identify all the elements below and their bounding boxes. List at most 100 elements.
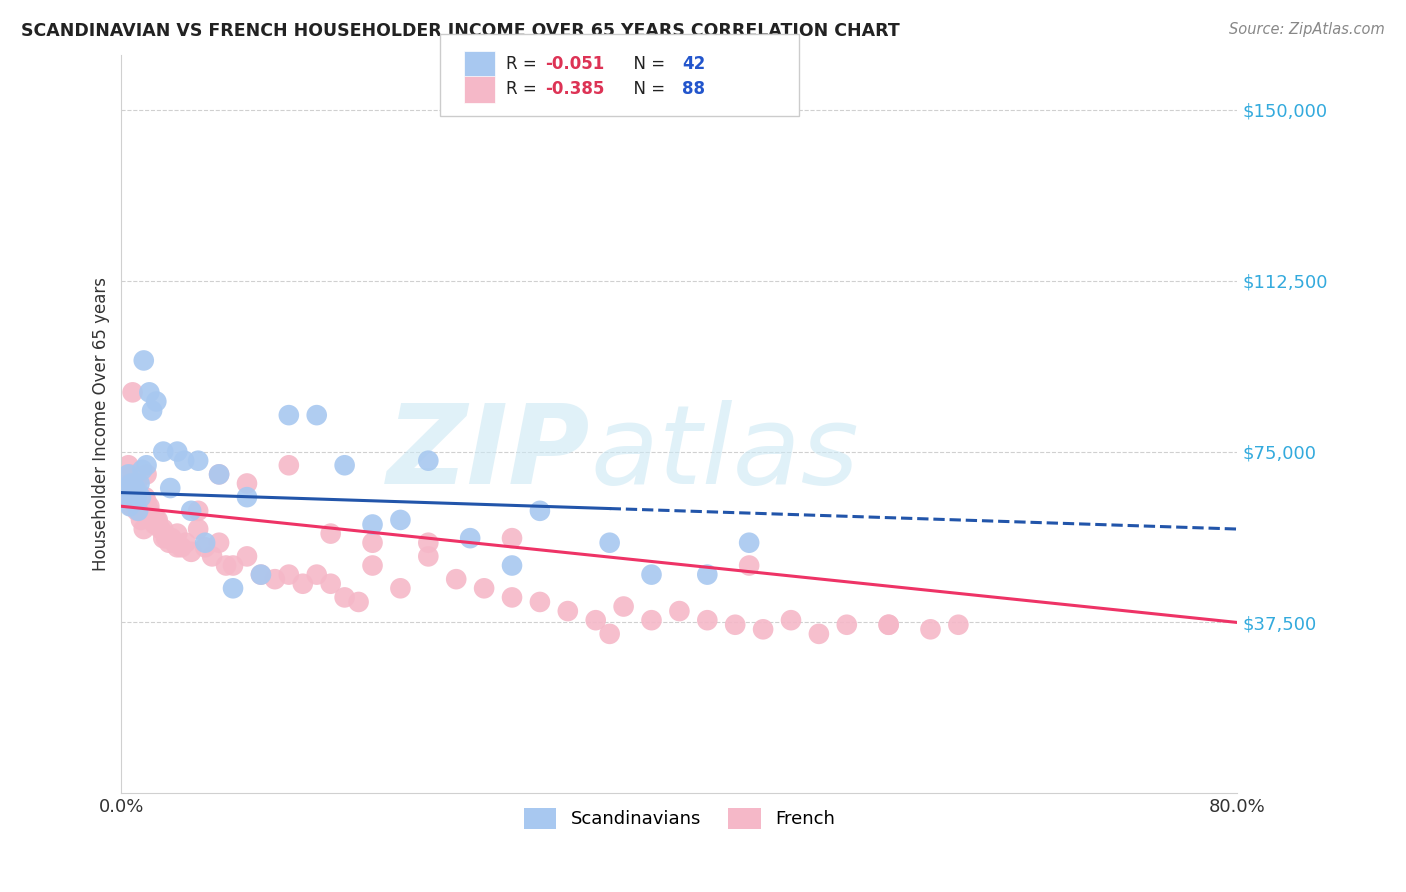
Point (194, 541, 217, 555)
Point (277, 458, 299, 473)
Point (125, 504, 148, 518)
Point (738, 558, 761, 573)
Point (696, 613, 718, 627)
Point (640, 567, 662, 582)
Point (361, 535, 384, 549)
Point (180, 504, 202, 518)
Point (208, 467, 231, 482)
Point (149, 522, 172, 536)
Point (444, 572, 467, 586)
Point (222, 558, 245, 573)
Point (121, 481, 143, 495)
Point (115, 490, 138, 504)
Point (696, 567, 718, 582)
Point (501, 531, 523, 545)
Point (136, 508, 159, 523)
Point (201, 549, 224, 564)
Point (389, 582, 412, 596)
Point (319, 576, 342, 591)
Point (141, 403, 163, 417)
Text: N =: N = (623, 80, 671, 98)
Point (236, 490, 259, 504)
Point (640, 613, 662, 627)
Point (124, 481, 146, 495)
Point (125, 490, 148, 504)
Point (117, 467, 139, 482)
Point (361, 558, 384, 573)
Point (131, 504, 153, 518)
Point (613, 599, 636, 614)
Point (501, 558, 523, 573)
Point (236, 549, 259, 564)
Point (124, 490, 146, 504)
Point (920, 622, 942, 636)
Point (208, 467, 231, 482)
Point (458, 531, 481, 545)
Point (138, 504, 160, 518)
Point (389, 513, 412, 527)
Point (529, 595, 551, 609)
Point (146, 513, 169, 527)
Text: SCANDINAVIAN VS FRENCH HOUSEHOLDER INCOME OVER 65 YEARS CORRELATION CHART: SCANDINAVIAN VS FRENCH HOUSEHOLDER INCOM… (21, 22, 900, 40)
Point (157, 535, 180, 549)
Point (501, 591, 523, 605)
Point (131, 463, 153, 477)
Point (173, 453, 195, 467)
Text: atlas: atlas (591, 401, 859, 508)
Point (277, 408, 299, 422)
Point (135, 467, 157, 482)
Point (361, 517, 384, 532)
Point (250, 567, 273, 582)
Point (115, 490, 138, 504)
Point (174, 535, 197, 549)
Point (166, 444, 188, 458)
Point (141, 513, 163, 527)
Point (319, 526, 342, 541)
Text: 88: 88 (682, 80, 704, 98)
Point (305, 408, 328, 422)
Point (127, 504, 149, 518)
Point (138, 500, 160, 514)
Point (145, 394, 167, 409)
Point (752, 622, 775, 636)
Point (152, 522, 174, 536)
Point (160, 531, 183, 545)
Point (118, 500, 141, 514)
Point (120, 476, 142, 491)
Point (187, 504, 209, 518)
Point (129, 513, 152, 527)
Point (277, 567, 299, 582)
Point (333, 591, 356, 605)
Legend: Scandinavians, French: Scandinavians, French (516, 801, 842, 836)
Point (291, 576, 314, 591)
Point (132, 522, 155, 536)
Point (194, 535, 217, 549)
Point (418, 549, 440, 564)
Point (117, 458, 139, 473)
Point (114, 481, 136, 495)
Point (529, 504, 551, 518)
Point (170, 541, 193, 555)
Point (780, 613, 803, 627)
Point (835, 617, 858, 632)
Point (129, 490, 152, 504)
Point (121, 385, 143, 400)
Point (121, 485, 143, 500)
Point (222, 582, 245, 596)
Point (215, 558, 238, 573)
Point (724, 617, 747, 632)
Point (877, 617, 900, 632)
Y-axis label: Householder Income Over 65 years: Householder Income Over 65 years (93, 277, 110, 571)
Point (877, 617, 900, 632)
Point (155, 531, 177, 545)
Point (305, 567, 328, 582)
Point (599, 535, 621, 549)
Point (333, 458, 356, 473)
Point (472, 582, 495, 596)
Text: R =: R = (506, 55, 543, 73)
Text: -0.385: -0.385 (546, 80, 605, 98)
Point (134, 490, 156, 504)
Point (135, 494, 157, 508)
Text: R =: R = (506, 80, 543, 98)
Point (166, 541, 188, 555)
